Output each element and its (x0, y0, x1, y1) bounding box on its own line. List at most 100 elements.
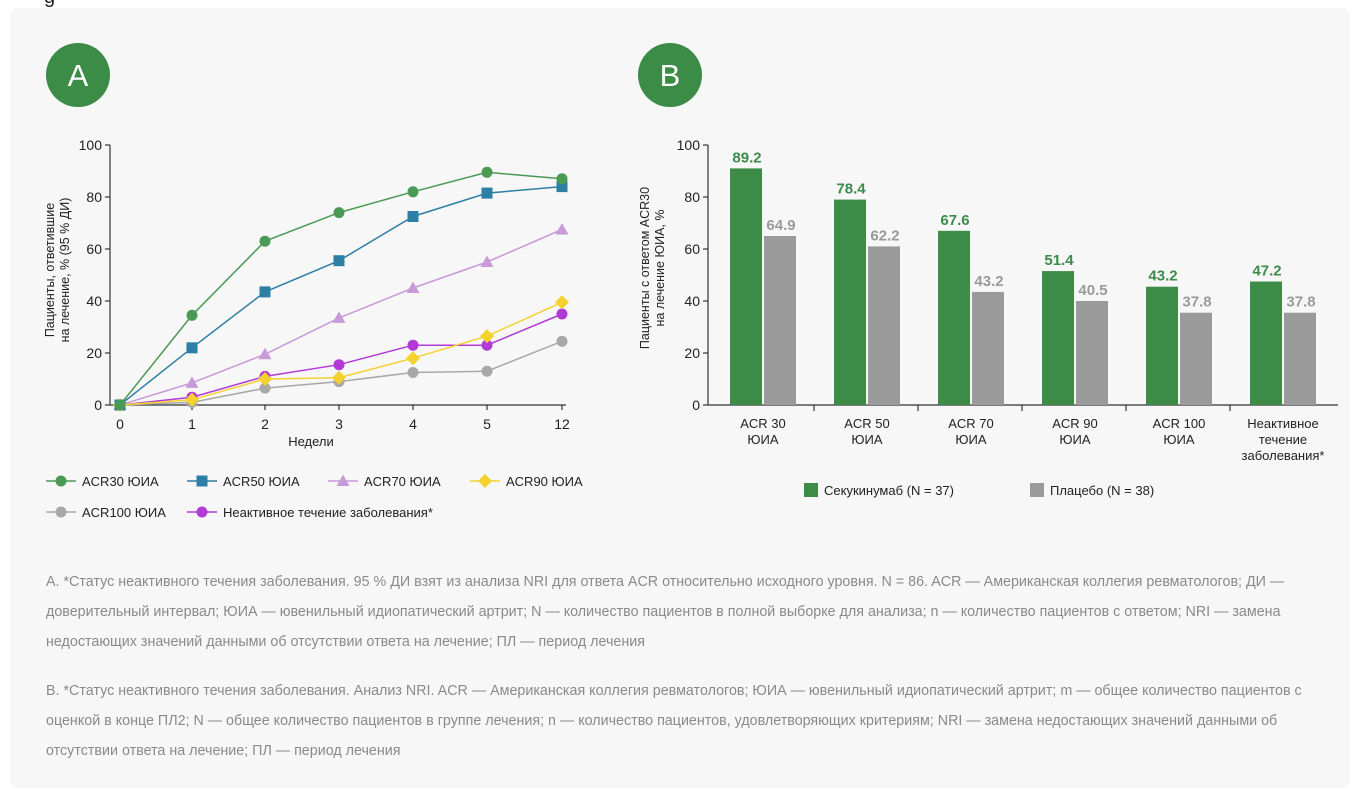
chart-a-y-axis-label: Пациенты, ответившиена лечение, % (95 % … (43, 198, 72, 343)
chart-a-data-point (259, 382, 271, 394)
chart-b-bar-placebo (1284, 312, 1316, 405)
chart-b-category-label: Неактивное течение заболевания* (1242, 416, 1325, 463)
chart-a-legend-label: ACR50 ЮИА (223, 474, 300, 489)
chart-b-category-label: ACR 90 ЮИА (1052, 416, 1098, 447)
chart-a-data-point (407, 339, 419, 351)
chart-b-category-label-line: Неактивное (1247, 416, 1318, 431)
chart-a-legend-label: ACR100 ЮИА (82, 505, 166, 520)
chart-a-legend-item: ACR50 ЮИА (187, 474, 300, 489)
chart-b-y-axis-label-line: на лечение ЮИА, % (653, 210, 667, 327)
chart-a-x-tick-label: 1 (188, 416, 196, 432)
chart-a-x-tick-label: 12 (554, 416, 570, 432)
panel-a-badge-circle (46, 43, 110, 107)
chart-a-series-line (119, 185, 563, 406)
chart-a-data-point (332, 370, 346, 385)
chart-a-data-point (480, 329, 494, 344)
chart-a-legend-label: ACR30 ЮИА (82, 474, 159, 489)
chart-a-y-tick-label: 0 (94, 397, 102, 413)
chart-b-category-label-line: ACR 30 (740, 416, 786, 431)
chart-b-y-tick-label: 100 (677, 137, 701, 153)
chart-b-bar-placebo (1180, 312, 1212, 405)
chart-b-bar-secukinumab (938, 230, 970, 405)
chart-a-legend-marker (55, 506, 67, 518)
chart-a-x-tick-label: 0 (116, 416, 124, 432)
chart-b-bar-secukinumab (834, 199, 866, 405)
chart-b-bar-placebo (1076, 301, 1108, 405)
chart-b-y-tick-label: 80 (684, 189, 700, 205)
chart-a-data-point (555, 223, 569, 235)
chart-a-y-tick-label: 80 (86, 189, 102, 205)
chart-a-data-point (185, 376, 199, 388)
chart-a-legend-label: Неактивное течение заболевания* (223, 505, 433, 520)
chart-b-category-label-line: ЮИА (747, 432, 778, 447)
chart-b-legend-item: Секукинумаб (N = 37) (804, 483, 954, 498)
chart-a-legend-marker (196, 506, 208, 518)
chart-a-legend-marker (196, 475, 208, 487)
footnote-a: А. *Статус неактивного течения заболеван… (46, 574, 1285, 650)
chart-b-bar-placebo (972, 291, 1004, 405)
chart-a-y-axis-label-line: Пациенты, ответившие (43, 203, 57, 337)
chart-b-category-label: ACR 30 ЮИА (740, 416, 786, 447)
chart-a-y-tick-label: 60 (86, 241, 102, 257)
chart-a-legend-marker (336, 474, 350, 486)
chart-a-legend-item: ACR90 ЮИА (470, 474, 583, 489)
chart-a-y-tick-label: 20 (86, 345, 102, 361)
chart-b-data-label: 78.4 (836, 181, 866, 198)
chart-b-data-label: 40.5 (1078, 282, 1107, 299)
chart-a-legend-item: ACR70 ЮИА (328, 474, 441, 489)
chart-b-y-tick-label: 60 (684, 241, 700, 257)
chart-a-data-point (555, 295, 569, 310)
chart-b-category-label-line: ACR 90 (1052, 416, 1098, 431)
chart-a-data-point (186, 342, 198, 354)
chart-a-data-point (407, 367, 419, 378)
chart-a-legend-label: ACR70 ЮИА (364, 474, 441, 489)
chart-a-x-tick-label: 5 (483, 416, 491, 432)
chart-b-legend-label: Плацебо (N = 38) (1050, 483, 1154, 498)
chart-a-y-axis-label-line: на лечение, % (95 % ДИ) (58, 198, 72, 343)
chart-a-data-point (258, 372, 272, 386)
chart-a-x-axis-label: Недели (288, 434, 334, 449)
chart-b-data-label: 89.2 (732, 149, 761, 166)
chart-a-data-point (556, 173, 568, 185)
chart-a-data-point (333, 359, 345, 371)
chart-b: 0 20 40 60 80 100 Пациенты с ответом ACR30на л… (638, 137, 1338, 498)
chart-b-legend-label: Секукинумаб (N = 37) (824, 483, 954, 498)
chart-a-data-point (481, 166, 493, 178)
clipped-heading-fragment: g (0, 0, 1360, 8)
chart-a-legend-marker (478, 474, 492, 488)
chart-a-series-line (119, 171, 563, 406)
chart-a-data-point (259, 286, 271, 298)
chart-b-bar-secukinumab (1146, 286, 1178, 405)
chart-b-bar-secukinumab (1042, 271, 1074, 405)
chart-a-legend-marker (55, 475, 67, 487)
panel-b-badge: B (638, 43, 702, 107)
chart-a-legend-item: Неактивное течение заболевания* (187, 505, 433, 520)
chart-a-legend-item: ACR100 ЮИА (46, 505, 166, 520)
chart-a-series-line (119, 313, 563, 406)
chart-a-data-point (332, 311, 346, 323)
chart-a-data-point (258, 347, 272, 360)
chart-b-data-label: 62.2 (870, 227, 899, 244)
chart-a-data-point (186, 309, 198, 321)
chart-b-category-label: ACR 50 ЮИА (844, 416, 890, 447)
chart-a-data-point (480, 255, 494, 267)
chart-a-data-point (333, 255, 345, 267)
chart-b-data-label: 43.2 (974, 273, 1003, 290)
chart-b-category-label: ACR 70 ЮИА (948, 416, 994, 447)
chart-b-legend-swatch (804, 483, 818, 497)
chart-a-data-point (556, 335, 568, 347)
chart-a-legend-item: ACR30 ЮИА (46, 474, 159, 489)
chart-b-data-label: 64.9 (766, 217, 795, 234)
chart-b-data-label: 43.2 (1148, 268, 1177, 285)
chart-b-y-tick-label: 0 (692, 397, 700, 413)
chart-b-category-label-line: ЮИА (1059, 432, 1090, 447)
chart-b-category-label: ACR 100 ЮИА (1153, 416, 1206, 447)
chart-a-x-tick-label: 4 (409, 416, 417, 432)
chart-b-data-label: 37.8 (1182, 294, 1211, 311)
chart-a-data-point (556, 181, 568, 193)
chart-a-data-point (259, 235, 271, 247)
figure-card (10, 8, 1350, 788)
panel-a-badge: A (46, 43, 110, 107)
